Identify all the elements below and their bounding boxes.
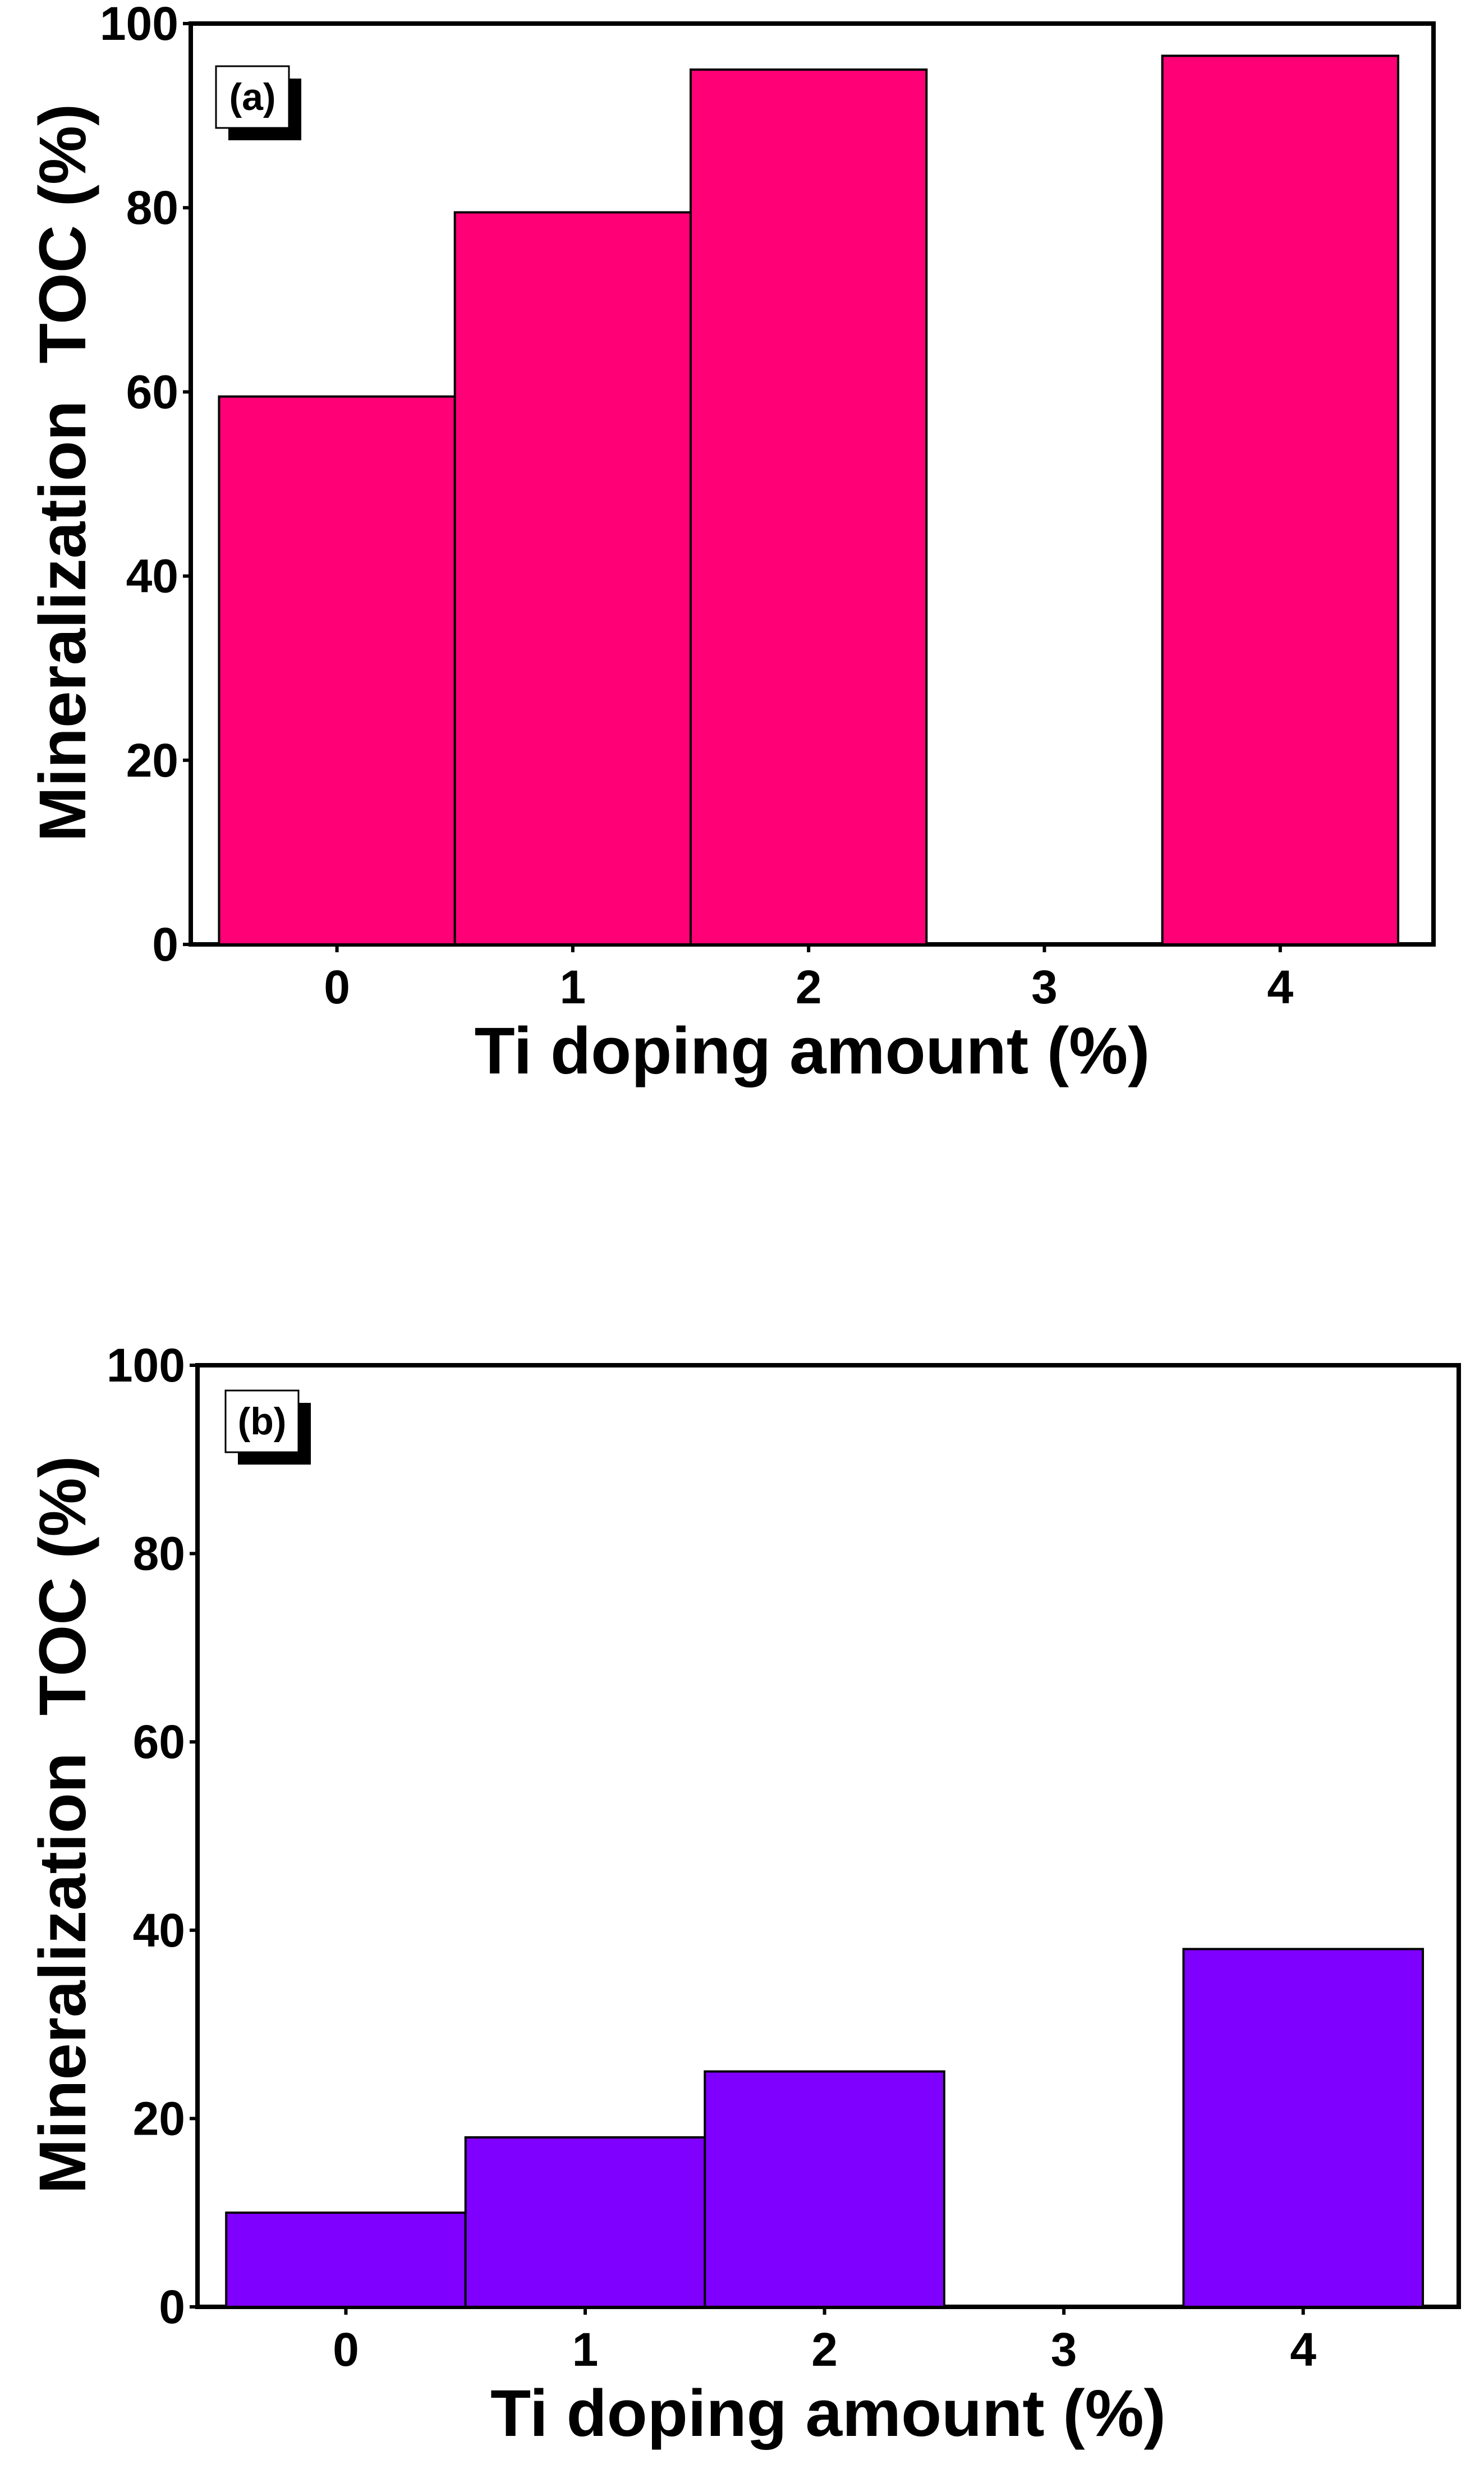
- panel-label-frame: [215, 65, 290, 129]
- y-tick-label: 80: [133, 1527, 185, 1580]
- y-axis-label: Mineralization TOC (%): [26, 104, 100, 842]
- y-tick-label: 20: [126, 734, 178, 787]
- panel-label-box: (a): [215, 65, 301, 140]
- x-tick-label: 0: [333, 2323, 359, 2376]
- bar-2: [690, 68, 928, 946]
- x-tick-label: 4: [1290, 2323, 1316, 2376]
- y-tick-label: 100: [107, 1339, 185, 1392]
- panel-label-frame: [224, 1389, 300, 1453]
- y-tick-label: 100: [100, 0, 178, 50]
- y-tick-label: 40: [133, 1904, 185, 1957]
- y-tick-label: 20: [133, 2092, 185, 2145]
- x-axis-label: Ti doping amount (%): [490, 2376, 1166, 2451]
- bar-1: [464, 2136, 706, 2308]
- y-tick-label: 40: [126, 550, 178, 603]
- bar-2: [704, 2070, 945, 2308]
- bar-4: [1182, 1948, 1425, 2309]
- y-tick-label: 60: [133, 1715, 185, 1768]
- y-axis-label: Mineralization TOC (%): [26, 1456, 100, 2194]
- bar-0: [225, 2211, 467, 2308]
- y-tick-label: 60: [126, 365, 178, 418]
- x-tick-label: 3: [1051, 2323, 1077, 2376]
- chart-panel-a: 0 20 40 60 80 100 0 1 2 3 4 (a) Ti doping amount …: [26, 0, 1436, 1088]
- x-tick-label: 0: [324, 961, 350, 1013]
- bar-0: [218, 395, 456, 946]
- panel-label: (b): [238, 1400, 287, 1443]
- y-axis: 0 20 40 60 80 100: [100, 0, 191, 971]
- x-tick-label: 1: [560, 961, 586, 1013]
- y-tick-label: 80: [126, 181, 178, 234]
- x-tick-label: 1: [572, 2323, 599, 2376]
- bar-group: [225, 1948, 1425, 2309]
- bar-4: [1161, 54, 1399, 946]
- y-tick-label: 0: [159, 2280, 185, 2333]
- panel-label-box: (b): [224, 1389, 311, 1465]
- y-axis: 0 20 40 60 80 100: [107, 1339, 197, 2333]
- x-axis-label: Ti doping amount (%): [475, 1014, 1150, 1088]
- bar-group: [218, 54, 1399, 946]
- x-tick-label: 2: [796, 961, 822, 1013]
- x-tick-label: 3: [1031, 961, 1058, 1013]
- chart-panel-b: 0 20 40 60 80 100 0 1 2 3 4 (b) Ti doping amount …: [26, 1339, 1461, 2451]
- panel-label: (a): [229, 76, 275, 118]
- bar-1: [453, 211, 692, 946]
- y-tick-label: 0: [152, 918, 178, 971]
- x-tick-label: 2: [811, 2323, 838, 2376]
- x-axis: 0 1 2 3 4: [324, 944, 1293, 1013]
- x-tick-label: 4: [1267, 961, 1293, 1013]
- x-axis: 0 1 2 3 4: [333, 2307, 1316, 2376]
